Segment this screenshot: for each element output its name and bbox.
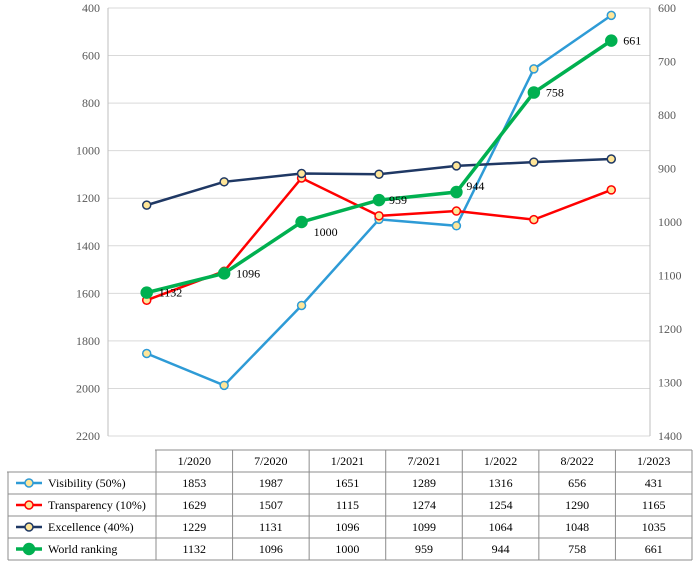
left-axis-tick-label: 1200 bbox=[76, 191, 100, 205]
right-axis-tick-label: 1000 bbox=[658, 215, 682, 229]
series-marker-world_ranking bbox=[219, 268, 230, 279]
series-marker-visibility bbox=[220, 381, 228, 389]
series-marker-excellence bbox=[220, 178, 228, 186]
table-cell: 1064 bbox=[489, 520, 513, 534]
series-data-label: 661 bbox=[623, 34, 641, 48]
series-marker-excellence bbox=[143, 201, 151, 209]
legend-label: Visibility (50%) bbox=[48, 476, 126, 490]
table-cell: 1096 bbox=[335, 520, 359, 534]
table-cell: 1629 bbox=[182, 498, 206, 512]
series-marker-transparency bbox=[452, 207, 460, 215]
table-cell: 1131 bbox=[259, 520, 283, 534]
series-data-label: 944 bbox=[466, 179, 484, 193]
table-cell: 1229 bbox=[182, 520, 206, 534]
series-marker-visibility bbox=[298, 301, 306, 309]
series-data-label: 758 bbox=[546, 86, 564, 100]
series-data-label: 1132 bbox=[159, 286, 183, 300]
table-cell: 656 bbox=[568, 476, 586, 490]
legend-label: Excellence (40%) bbox=[48, 520, 134, 534]
table-cell: 1096 bbox=[259, 542, 283, 556]
table-cell: 1274 bbox=[412, 498, 436, 512]
table-cell: 1115 bbox=[336, 498, 359, 512]
table-cell: 1099 bbox=[412, 520, 436, 534]
left-axis-tick-label: 400 bbox=[82, 1, 100, 15]
table-header-cell: 1/2020 bbox=[178, 454, 211, 468]
series-marker-world_ranking bbox=[374, 195, 385, 206]
left-axis-tick-label: 2000 bbox=[76, 381, 100, 395]
right-axis-tick-label: 900 bbox=[658, 162, 676, 176]
table-cell: 1289 bbox=[412, 476, 436, 490]
left-axis-tick-label: 800 bbox=[82, 96, 100, 110]
table-cell: 959 bbox=[415, 542, 433, 556]
series-marker-world_ranking bbox=[296, 217, 307, 228]
legend-label: World ranking bbox=[48, 542, 117, 556]
series-line-world_ranking bbox=[147, 41, 612, 293]
series-marker-visibility bbox=[530, 65, 538, 73]
series-marker-visibility bbox=[452, 222, 460, 230]
table-cell: 431 bbox=[645, 476, 663, 490]
table-cell: 1651 bbox=[335, 476, 359, 490]
series-data-label: 959 bbox=[389, 193, 407, 207]
right-axis-tick-label: 600 bbox=[658, 1, 676, 15]
series-marker-excellence bbox=[607, 155, 615, 163]
series-marker-excellence bbox=[452, 162, 460, 170]
ranking-chart: 400 600 800 1000 1200 1400 1600 1800 2000 2200 600… bbox=[0, 0, 700, 572]
series-marker-visibility bbox=[607, 11, 615, 19]
left-axis-tick-label: 1600 bbox=[76, 286, 100, 300]
table-cell: 1000 bbox=[335, 542, 359, 556]
right-axis-tick-label: 700 bbox=[658, 55, 676, 69]
right-axis-tick-label: 800 bbox=[658, 108, 676, 122]
legend-marker-transparency bbox=[25, 501, 33, 509]
legend-label: Transparency (10%) bbox=[48, 498, 146, 512]
series-marker-transparency bbox=[375, 212, 383, 220]
series-marker-world_ranking bbox=[141, 287, 152, 298]
left-axis-tick-label: 1000 bbox=[76, 144, 100, 158]
table-cell: 661 bbox=[645, 542, 663, 556]
series-marker-world_ranking bbox=[606, 35, 617, 46]
series-marker-excellence bbox=[375, 170, 383, 178]
series-marker-world_ranking bbox=[528, 87, 539, 98]
table-cell: 1987 bbox=[259, 476, 283, 490]
series-marker-excellence bbox=[530, 158, 538, 166]
table-cell: 1165 bbox=[642, 498, 666, 512]
table-header-cell: 8/2022 bbox=[560, 454, 593, 468]
left-axis-tick-label: 600 bbox=[82, 49, 100, 63]
left-axis-tick-label: 1400 bbox=[76, 239, 100, 253]
right-axis-tick-label: 1200 bbox=[658, 322, 682, 336]
table-header-cell: 1/2022 bbox=[484, 454, 517, 468]
right-axis-tick-label: 1100 bbox=[658, 269, 682, 283]
right-axis-tick-label: 1400 bbox=[658, 429, 682, 443]
series-data-label: 1000 bbox=[314, 225, 338, 239]
table-cell: 1254 bbox=[489, 498, 513, 512]
table-cell: 758 bbox=[568, 542, 586, 556]
table-header-cell: 7/2021 bbox=[407, 454, 440, 468]
table-cell: 1132 bbox=[183, 542, 207, 556]
table-header-cell: 1/2021 bbox=[331, 454, 364, 468]
series-marker-transparency bbox=[530, 216, 538, 224]
table-cell: 944 bbox=[492, 542, 510, 556]
legend-marker-excellence bbox=[25, 523, 33, 531]
series-marker-excellence bbox=[298, 169, 306, 177]
right-axis-tick-label: 1300 bbox=[658, 376, 682, 390]
series-data-label: 1096 bbox=[236, 266, 260, 280]
table-header-cell: 1/2023 bbox=[637, 454, 670, 468]
table-cell: 1290 bbox=[565, 498, 589, 512]
table-cell: 1507 bbox=[259, 498, 283, 512]
table-header-cell: 7/2020 bbox=[254, 454, 287, 468]
series-marker-world_ranking bbox=[451, 187, 462, 198]
legend-marker-visibility bbox=[25, 479, 33, 487]
table-cell: 1853 bbox=[182, 476, 206, 490]
table-cell: 1316 bbox=[489, 476, 513, 490]
series-marker-transparency bbox=[607, 186, 615, 194]
table-cell: 1035 bbox=[642, 520, 666, 534]
chart-container: 400 600 800 1000 1200 1400 1600 1800 2000 2200 600… bbox=[0, 0, 700, 572]
left-axis-tick-label: 1800 bbox=[76, 334, 100, 348]
series-marker-visibility bbox=[143, 349, 151, 357]
table-cell: 1048 bbox=[565, 520, 589, 534]
legend-marker-world_ranking bbox=[24, 544, 35, 555]
left-axis-tick-label: 2200 bbox=[76, 429, 100, 443]
